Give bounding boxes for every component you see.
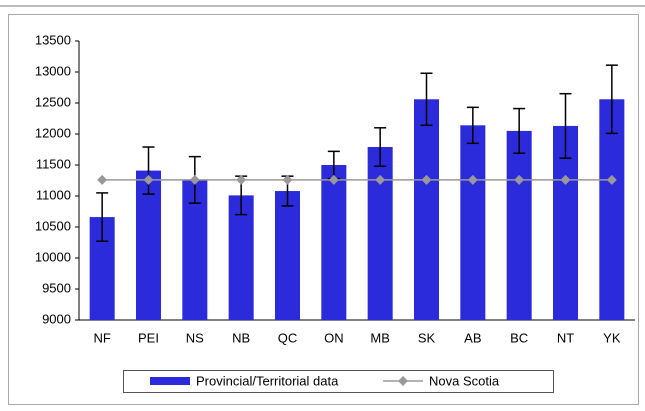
y-tick-label: 11000 xyxy=(36,187,71,202)
x-tick-label: ON xyxy=(324,330,344,345)
y-tick-label: 11500 xyxy=(36,156,71,171)
x-tick-label: NS xyxy=(186,330,204,345)
bar xyxy=(413,99,440,320)
x-tick-label: NB xyxy=(232,330,250,345)
bar xyxy=(274,191,301,320)
y-tick-label: 9500 xyxy=(42,280,71,295)
error-bar xyxy=(466,106,479,145)
error-bar xyxy=(513,107,526,154)
bar xyxy=(367,147,393,320)
bar xyxy=(321,165,347,320)
y-tick-label: 10000 xyxy=(35,249,71,264)
y-tick-label: 10500 xyxy=(35,218,71,233)
y-tick-label: 13500 xyxy=(35,32,71,47)
bar xyxy=(460,125,486,320)
x-tick-label: YK xyxy=(603,330,621,345)
legend-marker xyxy=(398,376,408,386)
legend-swatch xyxy=(150,377,190,385)
y-tick-label: 12500 xyxy=(35,94,71,109)
legend-label: Nova Scotia xyxy=(429,373,500,388)
legend-label: Provincial/Territorial data xyxy=(196,373,339,388)
y-tick-label: 13000 xyxy=(35,63,71,78)
marker xyxy=(236,174,247,185)
error-bar xyxy=(605,64,618,135)
y-tick-label: 9000 xyxy=(42,311,71,326)
x-tick-label: QC xyxy=(278,330,298,345)
bar xyxy=(599,99,625,320)
y-tick-label: 12000 xyxy=(35,125,71,140)
x-tick-label: SK xyxy=(418,330,436,345)
marker xyxy=(421,174,432,185)
marker xyxy=(97,174,108,185)
legend-box xyxy=(123,370,554,393)
x-tick-label: NT xyxy=(557,330,574,345)
x-tick-label: MB xyxy=(370,330,390,345)
chart-frame xyxy=(8,14,639,405)
marker xyxy=(606,174,617,185)
bar xyxy=(135,170,162,320)
marker xyxy=(328,174,339,185)
bar xyxy=(228,195,254,320)
error-bar xyxy=(559,92,572,159)
marker xyxy=(514,174,525,185)
error-bar xyxy=(420,72,433,127)
error-bar xyxy=(96,192,109,243)
bar xyxy=(506,130,532,320)
x-tick-label: PEI xyxy=(138,330,159,345)
marker xyxy=(467,174,478,185)
marker xyxy=(143,174,154,185)
error-bar xyxy=(142,146,155,195)
error-bar xyxy=(374,127,387,167)
x-tick-label: AB xyxy=(464,330,481,345)
marker xyxy=(375,174,386,185)
marker xyxy=(282,174,293,185)
x-tick-label: NF xyxy=(93,330,110,345)
marker xyxy=(560,174,571,185)
marker xyxy=(189,174,200,185)
x-tick-label: BC xyxy=(510,330,528,345)
